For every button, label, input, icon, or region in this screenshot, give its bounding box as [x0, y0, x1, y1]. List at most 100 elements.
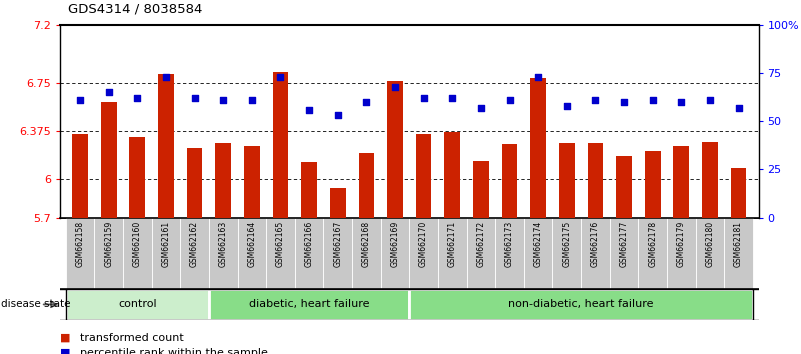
Text: GSM662163: GSM662163	[219, 221, 227, 267]
Bar	[72, 134, 88, 218]
Bar	[95, 218, 123, 289]
Bar	[209, 218, 238, 289]
Bar	[158, 74, 174, 218]
Bar	[473, 161, 489, 218]
Bar	[209, 289, 409, 320]
Text: percentile rank within the sample: percentile rank within the sample	[80, 348, 268, 354]
Bar	[151, 218, 180, 289]
Bar	[724, 218, 753, 289]
Point	[360, 99, 372, 105]
Bar	[610, 218, 638, 289]
Point	[274, 74, 287, 80]
Point	[417, 95, 430, 101]
Text: GSM662159: GSM662159	[104, 221, 113, 267]
Bar	[645, 151, 661, 218]
Point	[589, 97, 602, 103]
Bar	[501, 144, 517, 218]
Text: GSM662169: GSM662169	[391, 221, 400, 267]
Text: disease state: disease state	[1, 299, 70, 309]
Bar	[530, 78, 546, 218]
Bar	[123, 218, 151, 289]
Bar	[581, 218, 610, 289]
Point	[245, 97, 258, 103]
Bar	[130, 137, 145, 218]
Text: GSM662164: GSM662164	[248, 221, 256, 267]
Bar	[559, 143, 574, 218]
Bar	[438, 218, 466, 289]
Text: GSM662160: GSM662160	[133, 221, 142, 267]
Point	[618, 99, 630, 105]
Point	[159, 74, 172, 80]
Text: GSM662177: GSM662177	[619, 221, 629, 267]
Text: non-diabetic, heart failure: non-diabetic, heart failure	[509, 299, 654, 309]
Bar	[187, 148, 203, 218]
Text: GSM662168: GSM662168	[362, 221, 371, 267]
Point	[131, 95, 143, 101]
Point	[703, 97, 716, 103]
Text: GSM662176: GSM662176	[591, 221, 600, 267]
Text: GSM662171: GSM662171	[448, 221, 457, 267]
Bar	[244, 146, 260, 218]
Point	[675, 99, 688, 105]
Text: GSM662181: GSM662181	[734, 221, 743, 267]
Bar	[409, 289, 753, 320]
Text: GSM662173: GSM662173	[505, 221, 514, 267]
Text: GSM662165: GSM662165	[276, 221, 285, 267]
Text: ■: ■	[60, 348, 70, 354]
Point	[561, 103, 574, 109]
Bar	[101, 102, 117, 218]
Text: ■: ■	[60, 333, 70, 343]
Bar	[180, 218, 209, 289]
Bar	[616, 156, 632, 218]
Text: GSM662158: GSM662158	[75, 221, 85, 267]
Bar	[266, 218, 295, 289]
Text: GSM662166: GSM662166	[304, 221, 314, 267]
Bar	[409, 218, 438, 289]
Point	[74, 97, 87, 103]
Bar	[380, 218, 409, 289]
Bar	[674, 146, 689, 218]
Text: GSM662180: GSM662180	[706, 221, 714, 267]
Bar	[387, 81, 403, 218]
Bar	[638, 218, 667, 289]
Text: transformed count: transformed count	[80, 333, 184, 343]
Point	[732, 105, 745, 110]
Bar	[295, 218, 324, 289]
Bar	[330, 188, 345, 218]
Point	[503, 97, 516, 103]
Text: GSM662179: GSM662179	[677, 221, 686, 267]
Bar	[695, 218, 724, 289]
Bar	[495, 218, 524, 289]
Bar	[587, 143, 603, 218]
Point	[474, 105, 487, 110]
Bar	[359, 153, 374, 218]
Bar	[66, 218, 95, 289]
Text: GSM662172: GSM662172	[477, 221, 485, 267]
Bar	[466, 218, 495, 289]
Bar	[553, 218, 581, 289]
Point	[388, 84, 401, 89]
Bar	[667, 218, 695, 289]
Text: GSM662161: GSM662161	[162, 221, 171, 267]
Bar	[238, 218, 266, 289]
Text: control: control	[118, 299, 157, 309]
Bar	[324, 218, 352, 289]
Point	[332, 113, 344, 118]
Text: GSM662162: GSM662162	[190, 221, 199, 267]
Bar	[416, 134, 432, 218]
Bar	[215, 143, 231, 218]
Text: GSM662178: GSM662178	[648, 221, 657, 267]
Point	[532, 74, 545, 80]
Bar	[301, 162, 317, 218]
Bar	[445, 132, 460, 218]
Text: GSM662170: GSM662170	[419, 221, 428, 267]
Point	[103, 90, 115, 95]
Bar	[702, 142, 718, 218]
Text: GDS4314 / 8038584: GDS4314 / 8038584	[68, 3, 203, 16]
Text: diabetic, heart failure: diabetic, heart failure	[249, 299, 369, 309]
Point	[303, 107, 316, 113]
Bar	[731, 167, 747, 218]
Bar	[524, 218, 553, 289]
Point	[188, 95, 201, 101]
Point	[646, 97, 659, 103]
